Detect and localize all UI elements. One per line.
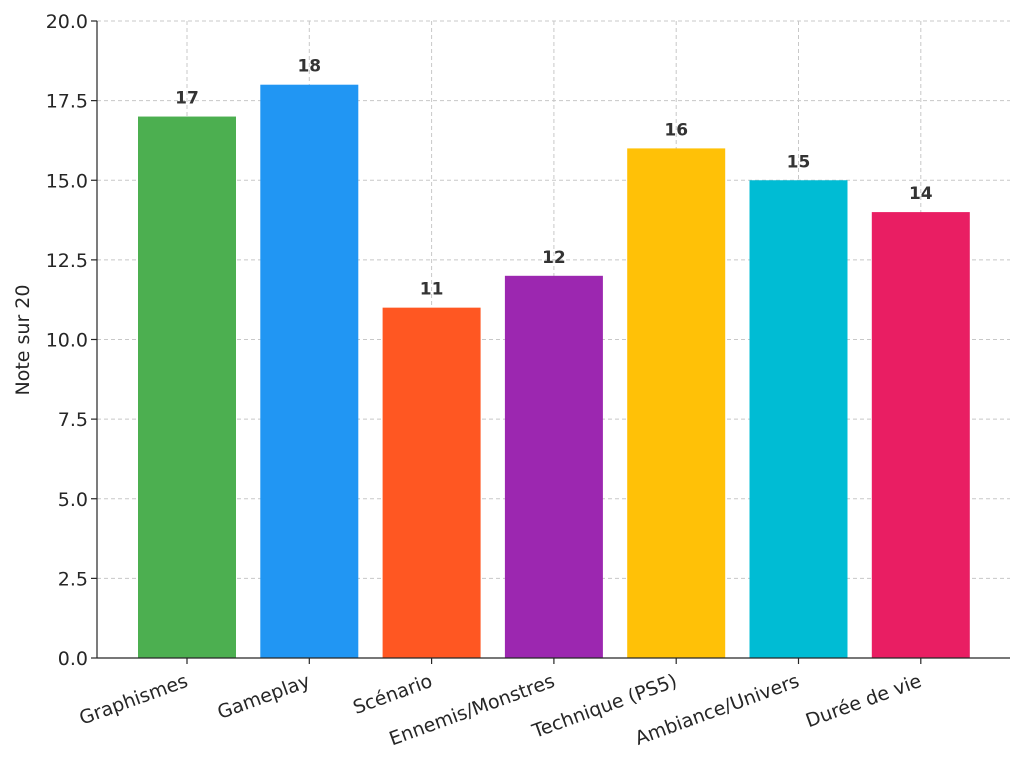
- bar-value-label: 16: [664, 120, 688, 140]
- y-tick-label: 0.0: [58, 648, 88, 670]
- x-tick-label: Gameplay: [215, 670, 313, 724]
- y-ticks: 0.0 2.5 5.0 7.5 10.0 12.5 15.0 17.5 20.0: [46, 11, 97, 670]
- bar: [382, 307, 481, 658]
- y-tick-label: 12.5: [46, 250, 88, 272]
- x-tick-label: Durée de vie: [803, 670, 925, 732]
- y-tick-label: 17.5: [46, 91, 88, 113]
- bar-value-label: 12: [542, 248, 566, 268]
- bar-value-label: 14: [909, 184, 933, 204]
- x-tick-label: Scénario: [350, 670, 435, 719]
- bar: [627, 148, 726, 658]
- y-tick-label: 2.5: [58, 568, 88, 590]
- y-axis-title: Note sur 20: [12, 285, 34, 396]
- y-tick-label: 20.0: [46, 11, 88, 33]
- bar: [871, 212, 970, 658]
- x-tick-label: Graphismes: [76, 670, 190, 730]
- bar-value-label: 11: [420, 280, 444, 300]
- bar: [504, 275, 603, 658]
- bar-value-label: 15: [787, 152, 811, 172]
- data-labels: 17 18 11 12 16 15 14: [175, 57, 933, 300]
- y-tick-label: 7.5: [58, 409, 88, 431]
- bar: [749, 180, 848, 658]
- y-tick-label: 15.0: [46, 170, 88, 192]
- x-ticks: Graphismes Gameplay ScénarioEnnemis/Monstr…: [76, 658, 925, 750]
- bar-value-label: 17: [175, 89, 199, 109]
- bar-value-label: 18: [297, 57, 321, 77]
- y-tick-label: 5.0: [58, 489, 88, 511]
- bars: [138, 84, 970, 659]
- bar: [138, 116, 236, 659]
- y-tick-label: 10.0: [46, 330, 88, 352]
- bar: [260, 84, 359, 658]
